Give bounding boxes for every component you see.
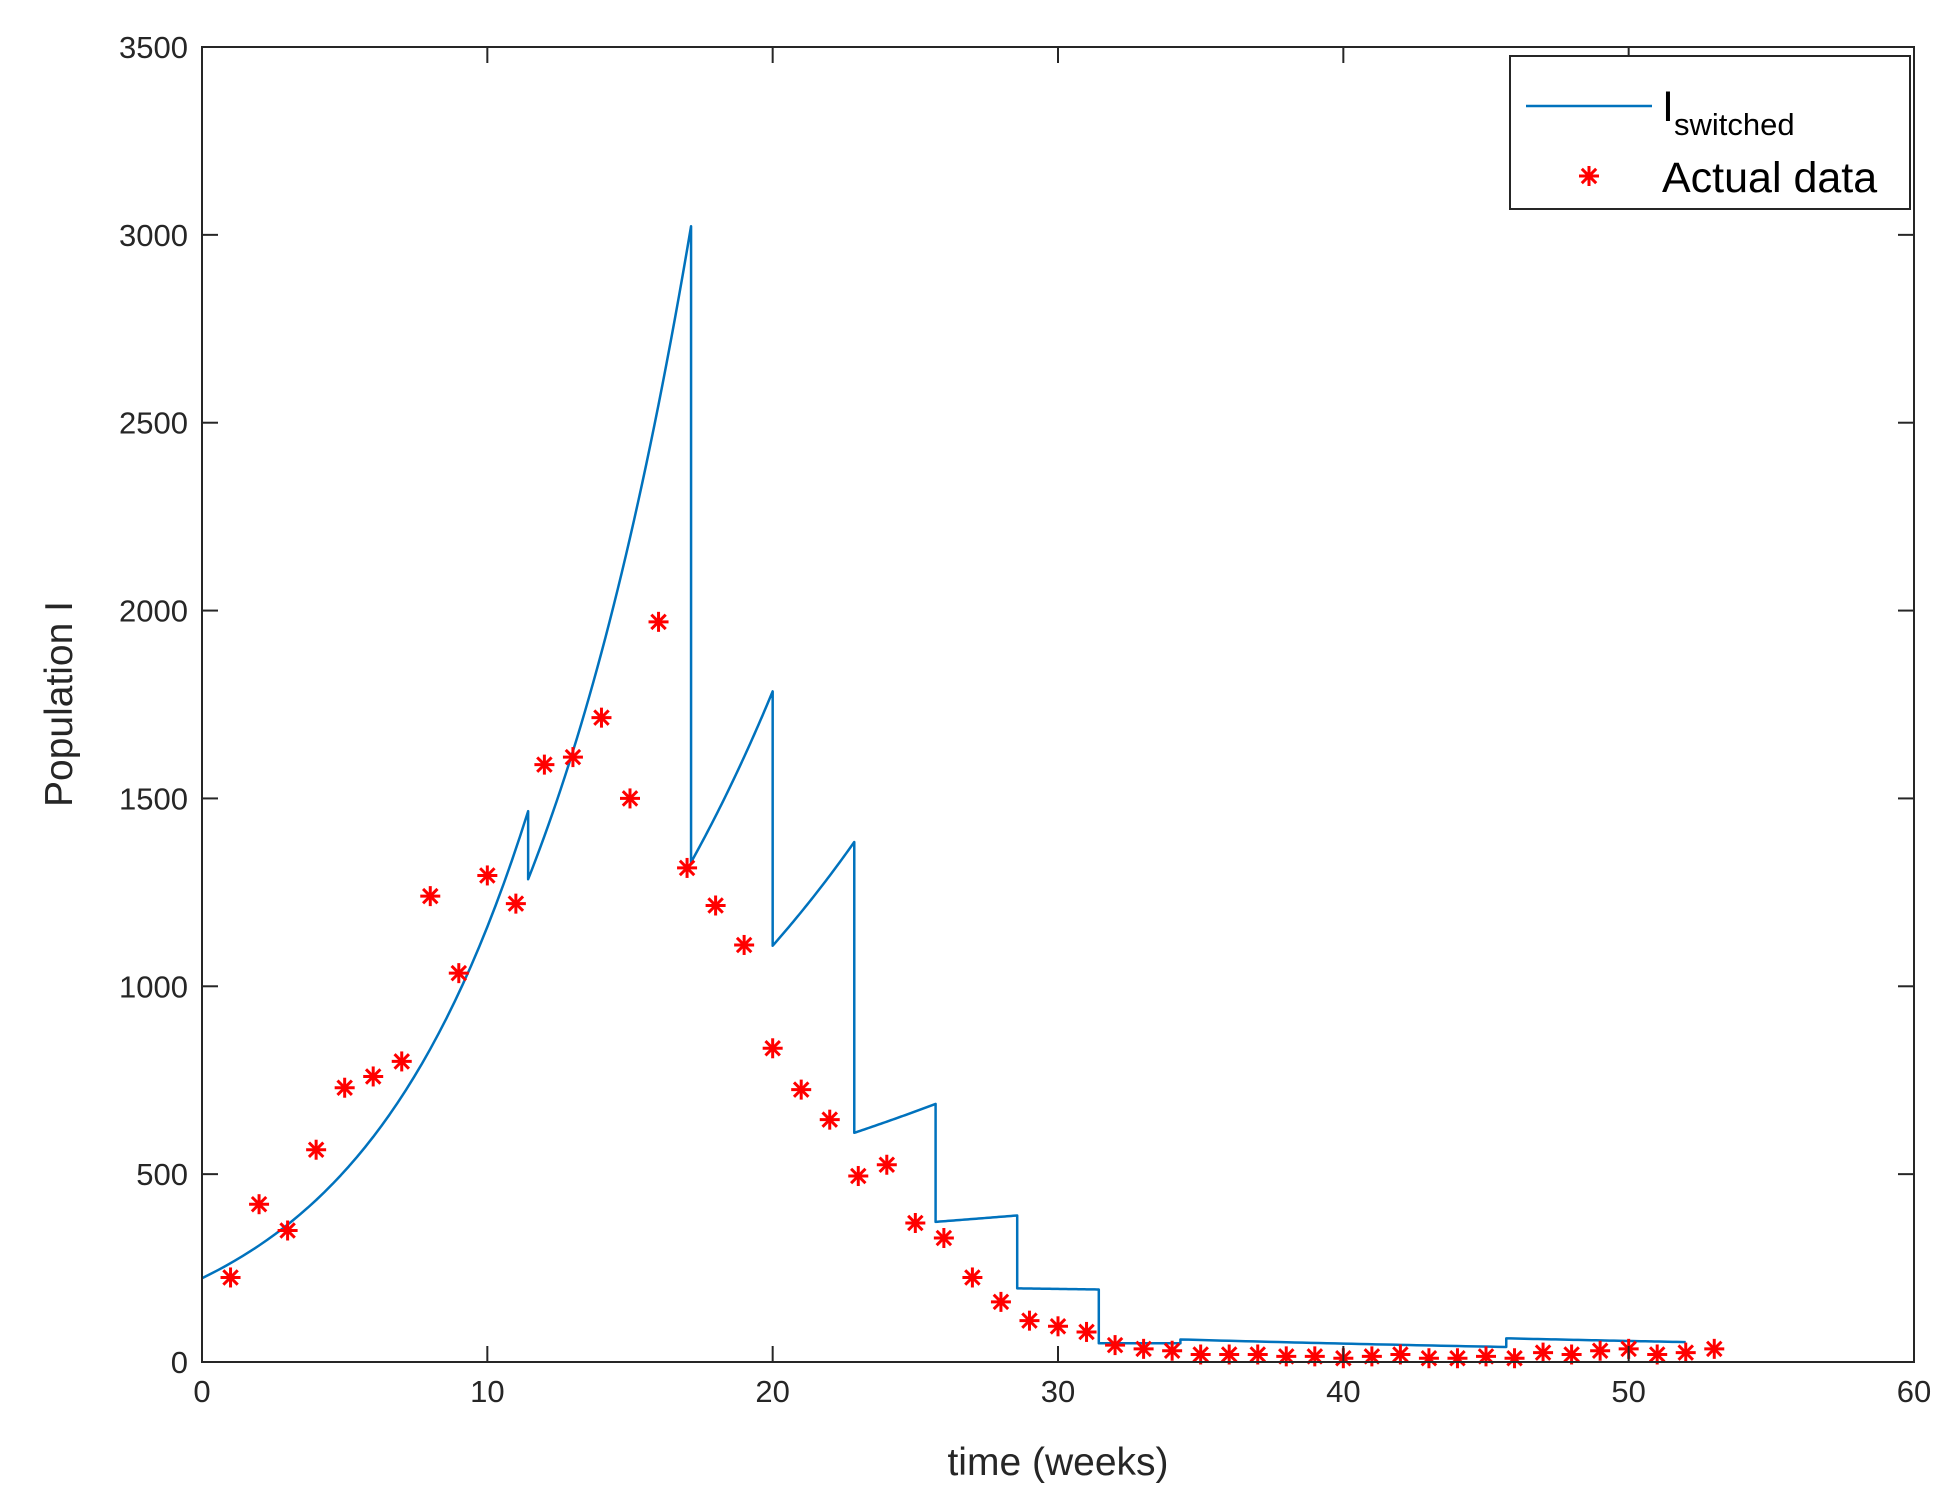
legend-label-switched: Iswitched	[1662, 83, 1795, 142]
data-point	[1418, 1348, 1439, 1369]
data-point	[1048, 1316, 1068, 1337]
legend-marker-actual-data	[1579, 166, 1599, 186]
data-point	[277, 1220, 298, 1241]
data-point	[762, 1038, 783, 1059]
data-point	[591, 707, 612, 728]
data-point	[1447, 1348, 1468, 1369]
data-point	[249, 1194, 270, 1215]
data-point	[420, 886, 441, 907]
data-point	[1133, 1338, 1154, 1359]
data-point	[1276, 1346, 1297, 1367]
data-point	[620, 788, 640, 809]
x-tick-label: 20	[755, 1374, 789, 1409]
data-point	[1219, 1344, 1240, 1365]
data-point	[876, 1154, 897, 1175]
x-tick-label: 50	[1611, 1374, 1645, 1409]
y-tick-label: 3500	[119, 30, 188, 65]
data-point	[990, 1291, 1011, 1312]
y-axis-title: Population I	[38, 601, 81, 807]
data-point	[1105, 1335, 1126, 1356]
data-point	[306, 1139, 327, 1160]
data-point	[1504, 1348, 1525, 1369]
y-tick-label: 500	[136, 1157, 188, 1192]
data-point	[1162, 1340, 1183, 1361]
data-point	[1533, 1342, 1554, 1363]
data-point	[1019, 1310, 1040, 1331]
data-point	[1647, 1344, 1668, 1365]
data-point	[848, 1166, 869, 1187]
data-point	[1590, 1340, 1611, 1361]
legend-asterisk-icon	[1579, 166, 1599, 186]
data-point	[791, 1079, 812, 1100]
data-point	[905, 1212, 926, 1233]
x-tick-label: 0	[193, 1374, 210, 1409]
data-point	[505, 893, 526, 914]
legend-label-actual-data: Actual data	[1662, 154, 1877, 202]
data-point	[677, 857, 698, 878]
axes-layer: 0 10 20 30 40 50 60 0 500 1000 1500 2000 2500 3000 350…	[119, 30, 1931, 1409]
y-tick-label: 3000	[119, 218, 188, 253]
data-point	[534, 754, 555, 775]
data-point	[1076, 1321, 1097, 1342]
data-point	[448, 963, 469, 984]
x-tick-label: 60	[1897, 1374, 1931, 1409]
data-point	[962, 1267, 983, 1288]
x-tick-label: 10	[470, 1374, 504, 1409]
data-point	[933, 1228, 954, 1249]
y-tick-label: 1500	[119, 781, 188, 816]
legend: Iswitched Actual data	[1509, 55, 1911, 210]
x-axis-title: time (weeks)	[947, 1441, 1168, 1484]
data-point	[363, 1066, 384, 1087]
data-point	[1675, 1342, 1696, 1363]
data-point	[648, 611, 669, 632]
y-tick-label: 2000	[119, 594, 188, 629]
data-point	[819, 1109, 840, 1130]
data-point	[477, 865, 498, 886]
x-tick-label: 30	[1041, 1374, 1075, 1409]
plot-area	[202, 47, 1914, 1362]
data-point	[562, 747, 583, 768]
data-point	[1304, 1346, 1325, 1367]
data-point	[1476, 1346, 1496, 1367]
y-tick-label: 2500	[119, 406, 188, 441]
data-point	[1361, 1346, 1382, 1367]
legend-box	[1509, 55, 1911, 210]
data-point	[1190, 1344, 1211, 1365]
switched-line	[201, 224, 1686, 1349]
data-point	[220, 1267, 241, 1288]
x-tick-label: 40	[1326, 1374, 1360, 1409]
data-point	[391, 1051, 412, 1072]
data-point	[705, 895, 726, 916]
y-tick-label: 0	[171, 1345, 188, 1380]
data-point	[734, 934, 755, 955]
data-point	[334, 1077, 355, 1098]
data-point	[1704, 1338, 1725, 1359]
y-tick-label: 1000	[119, 969, 188, 1004]
